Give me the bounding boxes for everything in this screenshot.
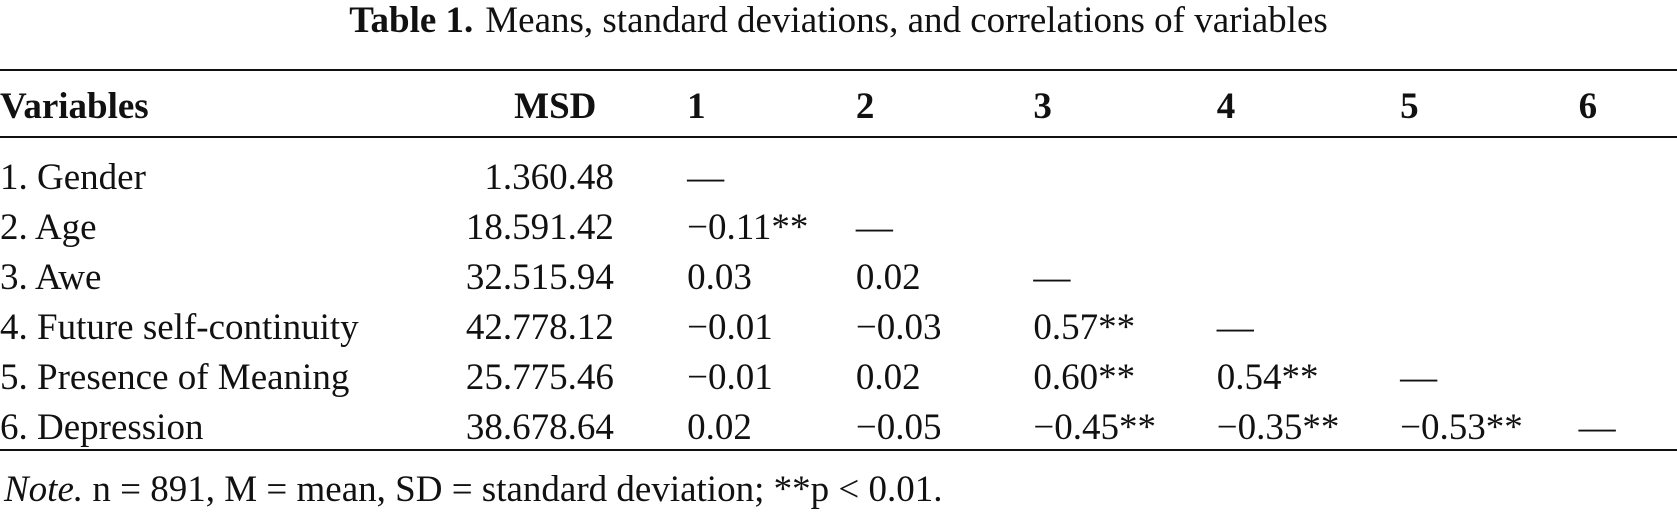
cell-corr-3	[1033, 202, 1216, 252]
table-row: 6. Depression 38.67 8.64 0.02 −0.05 −0.4…	[0, 402, 1677, 452]
cell-corr-2: —	[855, 206, 893, 248]
table-top-rule	[0, 69, 1677, 71]
cell-corr-5	[1400, 252, 1578, 302]
cell-sd: 5.94	[549, 256, 614, 298]
table-header-rule	[0, 136, 1677, 138]
cell-corr-4	[1217, 134, 1400, 202]
cell-corr-1: −0.01	[687, 306, 773, 348]
cell-corr-5	[1400, 202, 1578, 252]
cell-mean: 42.77	[465, 306, 550, 348]
cell-corr-4: −0.35**	[1216, 406, 1340, 448]
cell-variable: 2. Age	[0, 206, 97, 248]
table-caption: Table 1. Means, standard deviations, and …	[0, 0, 1677, 42]
cell-corr-6	[1579, 134, 1677, 202]
cell-mean: 25.77	[465, 356, 550, 398]
cell-corr-3	[1033, 134, 1216, 202]
cell-corr-1: −0.11**	[687, 206, 809, 248]
table-row: 5. Presence of Meaning 25.77 5.46 −0.01 …	[0, 352, 1677, 402]
cell-corr-3: —	[1033, 256, 1071, 298]
cell-corr-5	[1400, 302, 1578, 352]
cell-corr-4: 0.54**	[1216, 356, 1319, 398]
cell-sd: 8.64	[549, 406, 614, 448]
cell-corr-2: 0.02	[855, 256, 921, 298]
cell-corr-4	[1217, 252, 1400, 302]
cell-sd: 1.42	[549, 206, 614, 248]
header-3: 3	[1033, 85, 1052, 127]
cell-variable: 5. Presence of Meaning	[0, 356, 350, 398]
table-note-label: Note.	[4, 469, 84, 510]
cell-corr-6	[1579, 252, 1677, 302]
cell-sd: 8.12	[549, 306, 614, 348]
table-row: 3. Awe 32.51 5.94 0.03 0.02 —	[0, 252, 1677, 302]
cell-mean: 38.67	[465, 406, 550, 448]
cell-sd: 0.48	[549, 156, 614, 198]
table-caption-text: Means, standard deviations, and correlat…	[485, 0, 1328, 41]
correlation-table: Variables M SD 1 2 3 4 5 6 1. Gender 1.3…	[0, 78, 1677, 452]
cell-variable: 3. Awe	[0, 256, 102, 298]
cell-mean: 32.51	[465, 256, 550, 298]
cell-corr-3: 0.60**	[1033, 356, 1136, 398]
cell-corr-6: —	[1578, 406, 1616, 448]
cell-corr-4	[1217, 202, 1400, 252]
cell-corr-3: 0.57**	[1033, 306, 1136, 348]
cell-mean: 1.36	[484, 156, 550, 198]
header-variables: Variables	[0, 85, 149, 127]
table-header-row: Variables M SD 1 2 3 4 5 6	[0, 78, 1677, 134]
header-5: 5	[1400, 85, 1419, 127]
cell-corr-2	[856, 134, 1034, 202]
table-row: 4. Future self-continuity 42.77 8.12 −0.…	[0, 302, 1677, 352]
cell-corr-1: 0.03	[687, 256, 752, 298]
cell-sd: 5.46	[549, 356, 614, 398]
table-caption-label: Table 1.	[349, 0, 474, 41]
cell-corr-3: −0.45**	[1033, 406, 1157, 448]
cell-corr-2: 0.02	[855, 356, 921, 398]
cell-variable: 6. Depression	[0, 406, 204, 448]
cell-corr-2: −0.03	[855, 306, 942, 348]
cell-corr-5: —	[1400, 356, 1438, 398]
cell-corr-6	[1579, 202, 1677, 252]
table-note: Note. n = 891, M = mean, SD = standard d…	[4, 466, 943, 514]
cell-variable: 4. Future self-continuity	[0, 306, 359, 348]
cell-corr-6	[1579, 302, 1677, 352]
table-bottom-rule	[0, 449, 1677, 451]
cell-corr-1: 0.02	[687, 406, 752, 448]
cell-corr-1: —	[687, 156, 725, 198]
cell-variable: 1. Gender	[0, 156, 146, 198]
cell-corr-5: −0.53**	[1400, 406, 1523, 448]
table-note-text: n = 891, M = mean, SD = standard deviati…	[92, 469, 943, 510]
header-m: M	[514, 85, 550, 127]
cell-corr-2: −0.05	[855, 406, 942, 448]
table-row: 1. Gender 1.36 0.48 —	[0, 134, 1677, 202]
cell-corr-5	[1400, 134, 1578, 202]
cell-corr-4: —	[1216, 306, 1254, 348]
header-6: 6	[1578, 85, 1598, 127]
cell-mean: 18.59	[465, 206, 550, 248]
header-1: 1	[687, 85, 706, 127]
header-sd: SD	[549, 85, 597, 127]
header-2: 2	[855, 85, 875, 127]
cell-corr-6	[1579, 352, 1677, 402]
header-4: 4	[1216, 85, 1236, 127]
cell-corr-1: −0.01	[687, 356, 773, 398]
table-row: 2. Age 18.59 1.42 −0.11** —	[0, 202, 1677, 252]
